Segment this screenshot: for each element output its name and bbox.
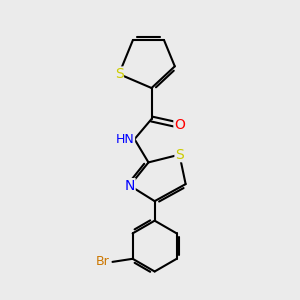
Text: S: S [115,67,123,81]
Text: O: O [174,118,185,132]
Text: Br: Br [96,255,110,268]
Text: N: N [125,178,135,193]
Text: S: S [175,148,184,162]
Text: HN: HN [116,133,134,146]
